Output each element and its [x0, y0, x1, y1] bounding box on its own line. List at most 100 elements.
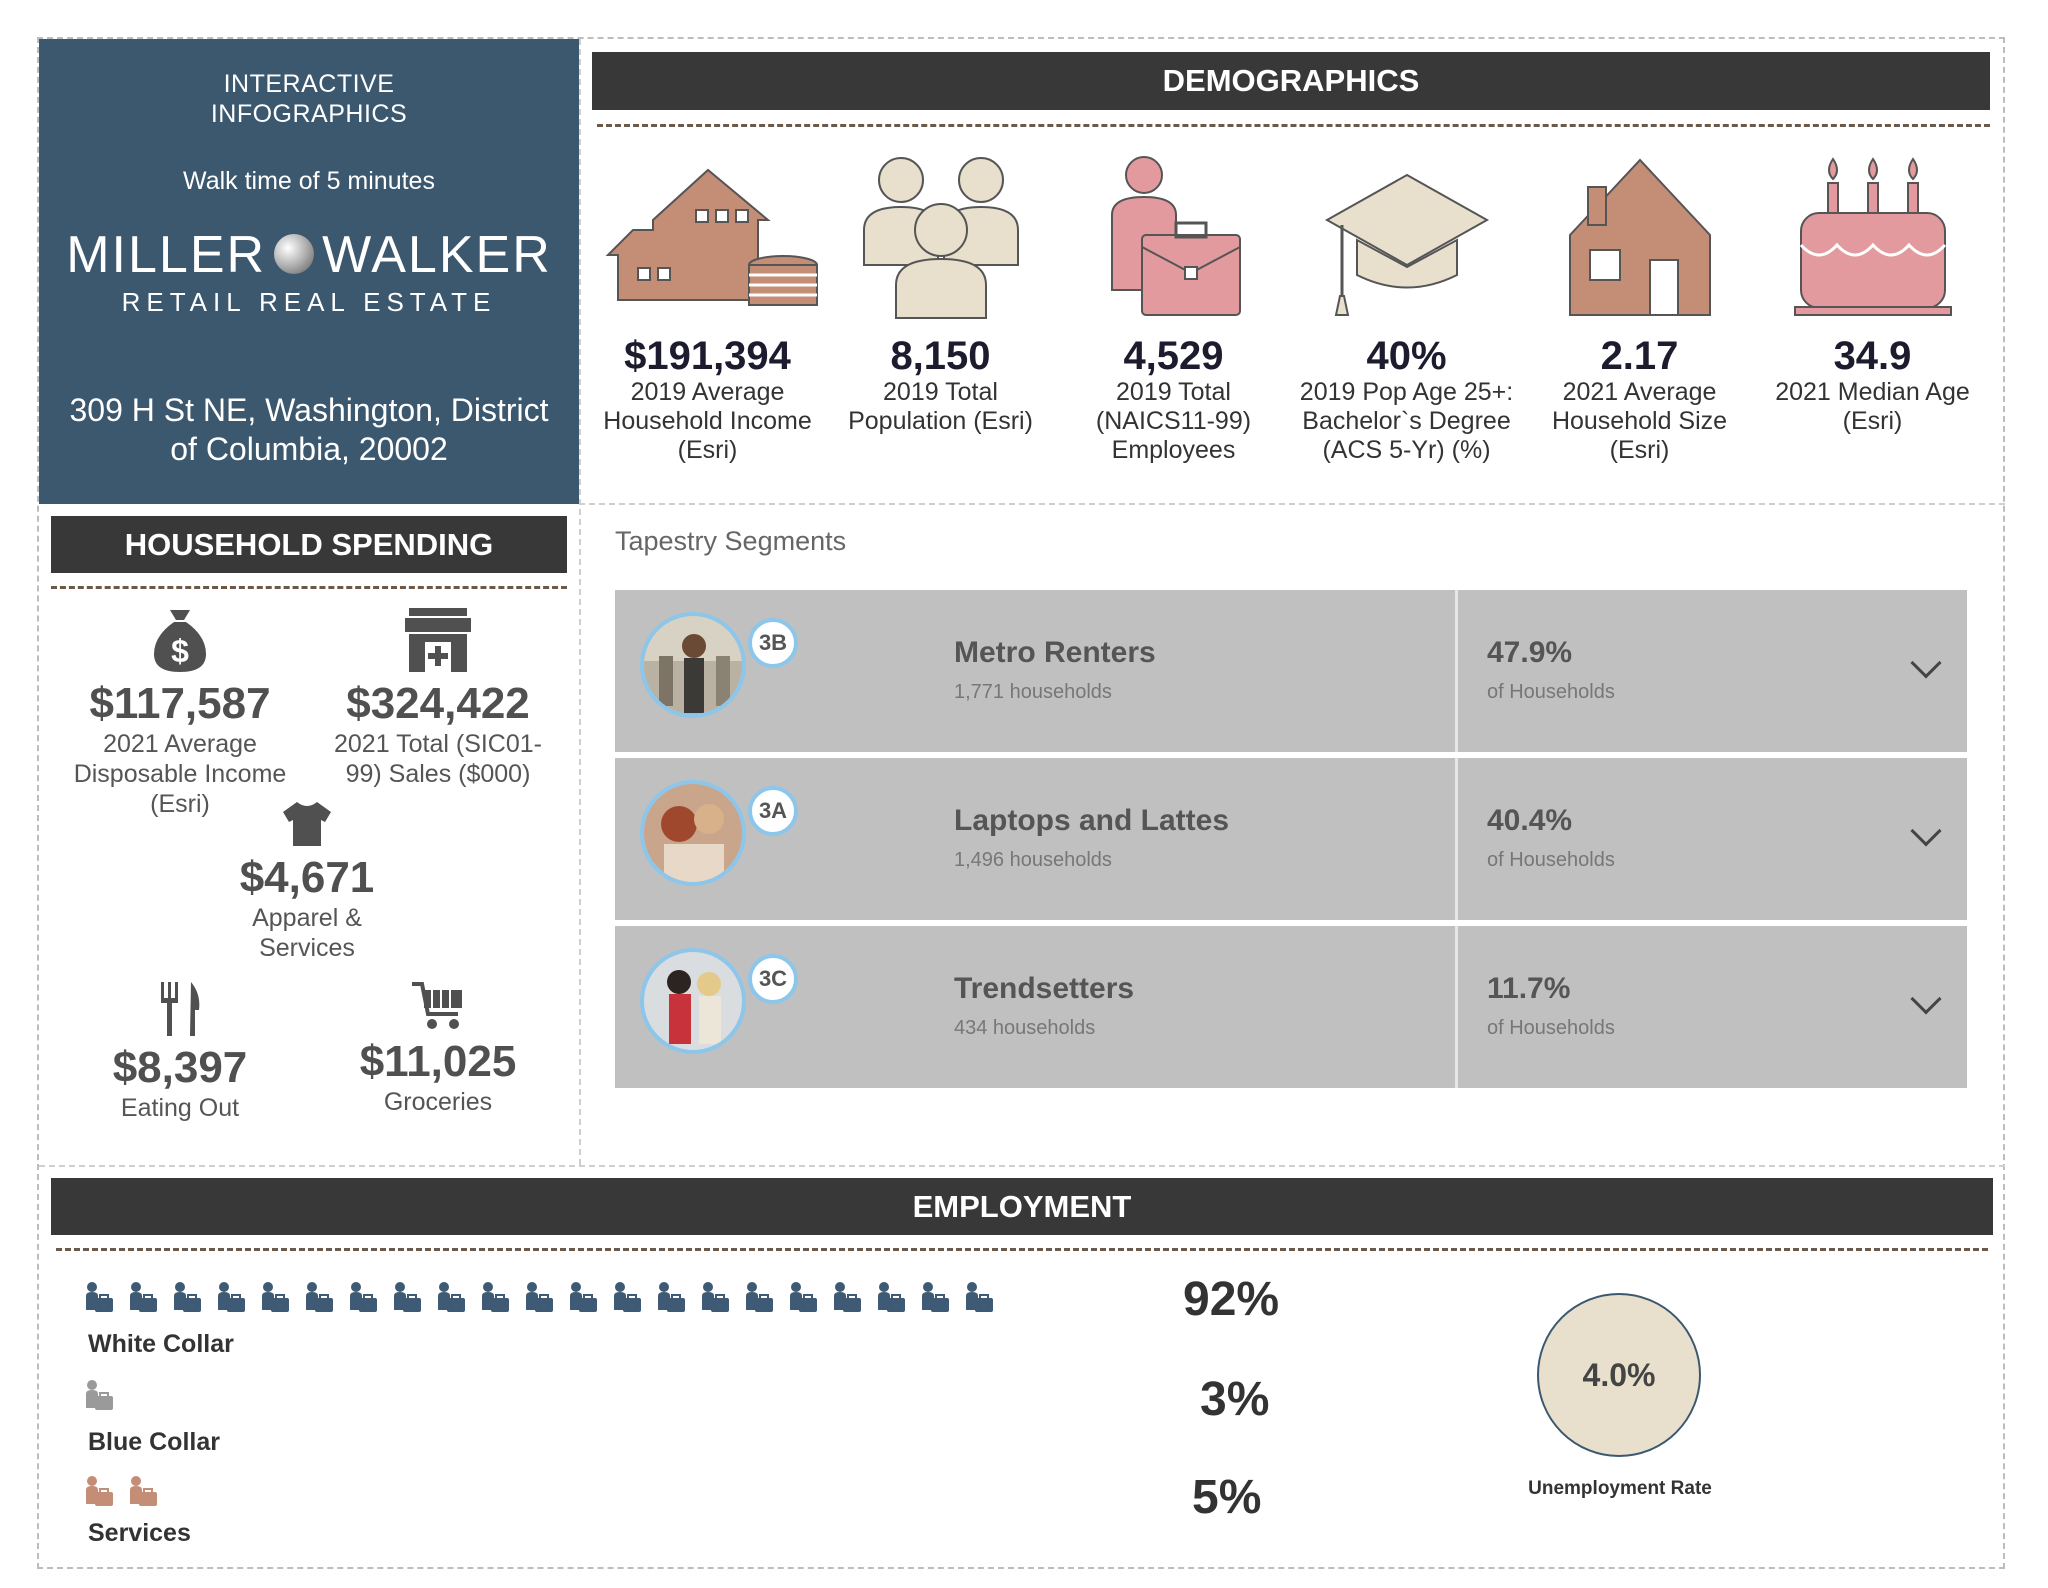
demo-label: 2019 Pop Age 25+: Bachelor`s Degree (ACS…: [1299, 378, 1514, 464]
white-collar-worker-icon: [438, 1282, 465, 1312]
white-collar-worker-icon: [482, 1282, 509, 1312]
row-divider: [1455, 590, 1458, 752]
employment-divider: [56, 1248, 1988, 1251]
brand-kicker: INTERACTIVE INFOGRAPHICS: [39, 69, 579, 129]
spending-eating-out: $8,397 Eating Out: [60, 980, 300, 1123]
services-worker-icon: [86, 1476, 113, 1506]
tapestry-row-3b[interactable]: 3B Metro Renters 1,771 households 47.9% …: [615, 590, 1967, 752]
logo-word-right: WALKER: [322, 226, 552, 284]
graduation-cap-icon: [1324, 173, 1489, 316]
spending-value: $8,397: [112, 1043, 248, 1092]
blue-collar-icons: [82, 1378, 126, 1414]
chevron-down-icon[interactable]: [1910, 815, 1942, 847]
people-group-icon: [862, 157, 1019, 319]
segment-percent: 47.9%: [1487, 636, 1573, 669]
white-collar-worker-icon: [218, 1282, 245, 1312]
white-collar-worker-icon: [658, 1282, 685, 1312]
demo-total-employees: 4,529 2019 Total (NAICS11-99) Employees: [1061, 150, 1286, 465]
white-collar-worker-icon: [878, 1282, 905, 1312]
blue-collar-worker-icon: [86, 1380, 113, 1410]
svg-text:$: $: [171, 633, 189, 669]
segment-code-badge: 3A: [748, 786, 798, 836]
birthday-cake-icon: [1793, 157, 1952, 316]
white-collar-worker-icon: [614, 1282, 641, 1312]
white-collar-worker-icon: [526, 1282, 553, 1312]
spending-divider: [51, 586, 567, 589]
spending-total-sales: $324,422 2021 Total (SIC01-99) Sales ($0…: [318, 606, 558, 789]
demo-value: 34.9: [1833, 334, 1912, 378]
blue-collar-label: Blue Collar: [88, 1428, 220, 1456]
services-percent: 5%: [1192, 1471, 1262, 1524]
unemployment-rate-circle: 4.0%: [1537, 1293, 1701, 1457]
segment-name: Laptops and Lattes: [954, 804, 1230, 837]
segment-percent: 11.7%: [1487, 972, 1571, 1005]
segment-photo: [640, 948, 746, 1054]
white-collar-worker-icon: [702, 1282, 729, 1312]
demographics-divider: [597, 124, 1990, 127]
chevron-down-icon[interactable]: [1910, 647, 1942, 679]
segment-households: 1,771 households: [954, 681, 1112, 703]
logo-tagline: RETAIL REAL ESTATE: [121, 287, 497, 317]
demo-value: 2.17: [1600, 334, 1679, 378]
white-collar-worker-icon: [966, 1282, 993, 1312]
segment-percent-label: of Households: [1487, 681, 1615, 703]
unemployment-rate-label: Unemployment Rate: [1528, 1478, 1712, 1499]
demo-value: 4,529: [1123, 334, 1224, 378]
segment-percent: 40.4%: [1487, 804, 1573, 837]
white-collar-worker-icon: [86, 1282, 113, 1312]
shopping-cart-icon: [412, 982, 462, 1029]
segment-code-badge: 3B: [748, 618, 798, 668]
segment-percent-label: of Households: [1487, 1017, 1615, 1039]
white-collar-worker-icon: [834, 1282, 861, 1312]
demo-label: 2019 Total (NAICS11-99) Employees: [1095, 378, 1252, 464]
logo-word-left: MILLER: [66, 226, 267, 284]
tapestry-row-3a[interactable]: 3A Laptops and Lattes 1,496 households 4…: [615, 758, 1967, 920]
tapestry-title: Tapestry Segments: [615, 526, 847, 556]
tshirt-icon: [283, 802, 331, 846]
logo-ball-icon: [274, 234, 315, 275]
row-divider: [1455, 758, 1458, 920]
spending-value: $117,587: [89, 679, 271, 728]
spending-disposable-income: $ $117,587 2021 Average Disposable Incom…: [60, 606, 300, 819]
chevron-down-icon[interactable]: [1910, 983, 1942, 1015]
employment-header: EMPLOYMENT: [51, 1178, 1993, 1235]
blue-collar-percent: 3%: [1200, 1373, 1270, 1426]
segment-households: 1,496 households: [954, 849, 1112, 871]
spending-apparel: $4,671 Apparel & Services: [187, 800, 427, 963]
section-separator: [39, 1165, 2005, 1167]
demo-household-income: $191,394 2019 Average Household Income (…: [595, 150, 820, 465]
demo-label: 2021 Average Household Size (Esri): [1551, 378, 1728, 464]
tapestry-row-3c[interactable]: 3C Trendsetters 434 households 11.7% of …: [615, 926, 1967, 1088]
spending-label: Eating Out: [120, 1094, 240, 1122]
kicker-line-1: INTERACTIVE: [223, 70, 395, 98]
white-collar-worker-icon: [262, 1282, 289, 1312]
site-address: 309 H St NE, Washington, District of Col…: [69, 392, 549, 467]
section-separator: [579, 503, 2005, 505]
white-collar-worker-icon: [746, 1282, 773, 1312]
section-separator-vertical: [579, 39, 581, 1165]
household-spending-header: HOUSEHOLD SPENDING: [51, 516, 567, 573]
white-collar-worker-icon: [130, 1282, 157, 1312]
spending-groceries: $11,025 Groceries: [318, 980, 558, 1117]
demo-label: 2019 Average Household Income (Esri): [603, 378, 812, 464]
demo-median-age: 34.9 2021 Median Age (Esri): [1760, 150, 1985, 436]
demo-bachelors-degree: 40% 2019 Pop Age 25+: Bachelor`s Degree …: [1294, 150, 1519, 465]
services-icons: [82, 1474, 170, 1510]
white-collar-label: White Collar: [88, 1330, 234, 1358]
white-collar-worker-icon: [922, 1282, 949, 1312]
segment-photo: [640, 780, 746, 886]
spending-label: Groceries: [383, 1088, 493, 1116]
demo-label: 2021 Median Age (Esri): [1775, 378, 1970, 435]
segment-households: 434 households: [954, 1017, 1096, 1039]
demo-household-size: 2.17 2021 Average Household Size (Esri): [1527, 150, 1752, 465]
row-divider: [1455, 926, 1458, 1088]
page-frame: [37, 37, 2005, 1569]
white-collar-worker-icon: [306, 1282, 333, 1312]
kicker-line-2: INFOGRAPHICS: [210, 100, 408, 128]
house-icon: [1568, 158, 1711, 316]
spending-label: Apparel & Services: [252, 904, 362, 962]
demo-value: 40%: [1366, 334, 1447, 378]
demo-total-population: 8,150 2019 Total Population (Esri): [828, 150, 1053, 436]
white-collar-icons: [82, 1280, 1006, 1316]
white-collar-worker-icon: [394, 1282, 421, 1312]
